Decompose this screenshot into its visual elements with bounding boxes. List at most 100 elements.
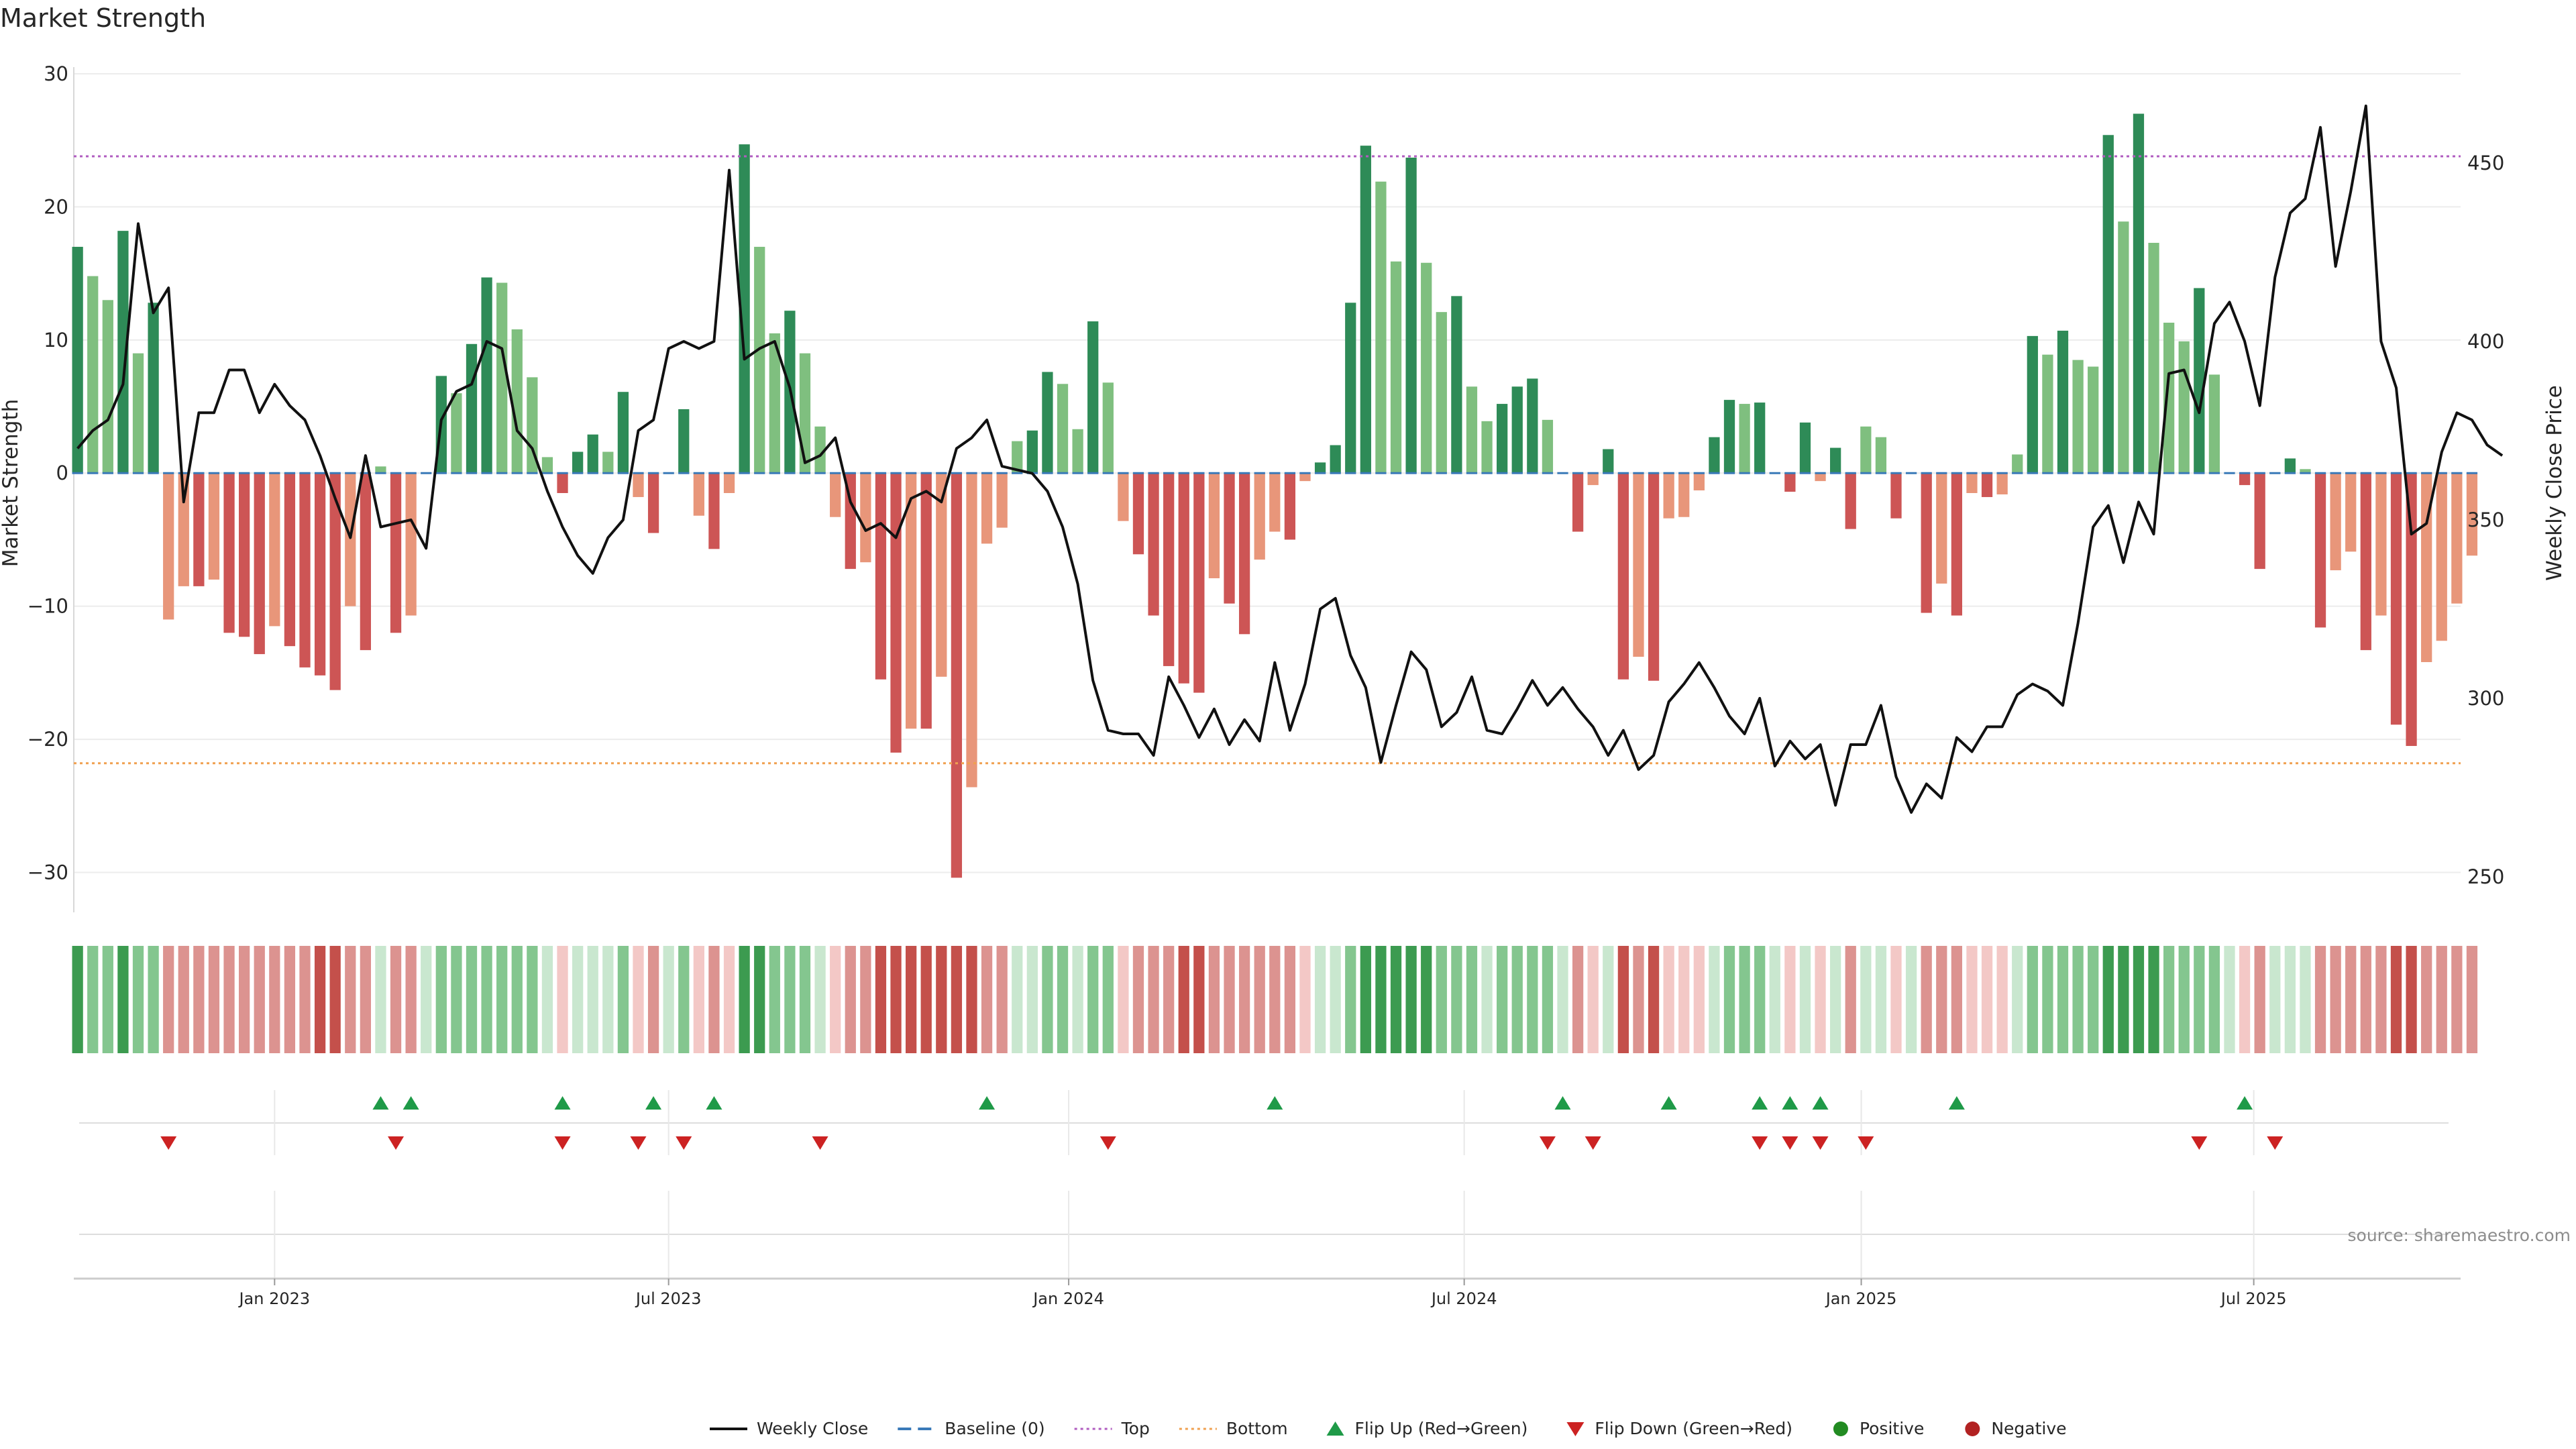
strength-bar <box>587 434 598 474</box>
heat-cell <box>2088 946 2099 1053</box>
strength-bar <box>117 231 129 474</box>
strength-bar <box>2406 473 2417 746</box>
strength-bar <box>284 473 296 647</box>
heat-cell <box>1163 946 1175 1053</box>
flip-down-marker <box>388 1136 405 1150</box>
heat-cell <box>830 946 841 1053</box>
strength-bar <box>693 473 704 516</box>
strength-bar <box>1572 473 1584 532</box>
heat-cell <box>1648 946 1660 1053</box>
strength-bar <box>329 473 341 690</box>
strength-bar <box>981 473 993 544</box>
strength-bar <box>1951 473 1962 616</box>
legend-swatch <box>1833 1421 1848 1436</box>
strength-bar <box>208 473 220 580</box>
y-tick-label: 10 <box>44 329 68 352</box>
heat-cell <box>2194 946 2205 1053</box>
strength-bar <box>1603 449 1614 474</box>
heat-cell <box>860 946 871 1053</box>
heat-cell <box>1224 946 1235 1053</box>
flip-down-marker <box>1539 1136 1556 1150</box>
heat-cell <box>345 946 356 1053</box>
heat-cell <box>2451 946 2463 1053</box>
strength-bar <box>996 473 1008 528</box>
strength-bar <box>1254 473 1265 560</box>
heat-cell <box>1617 946 1629 1053</box>
heat-cell <box>2300 946 2311 1053</box>
strength-bar <box>1936 473 1947 584</box>
strength-bar <box>541 457 553 474</box>
strength-bar <box>602 451 614 474</box>
heat-cell <box>223 946 235 1053</box>
heat-cell <box>102 946 113 1053</box>
strength-bar <box>647 473 659 533</box>
heat-cell <box>1314 946 1326 1053</box>
legend-item-baseline: Baseline (0) <box>898 1419 1045 1438</box>
strength-bar <box>708 473 720 549</box>
x-axis-ticks: Jan 2023 Jul 2023 Jan 2024 Jul 2024 Jan 2025… <box>237 1279 2286 1308</box>
strength-bar <box>1784 473 1796 492</box>
heat-cell <box>1921 946 1932 1053</box>
strength-bar <box>1966 473 1978 493</box>
x-tick-label: Jan 2023 <box>237 1289 310 1308</box>
strength-bar <box>314 473 326 676</box>
flip-down-marker <box>1585 1136 1601 1150</box>
heat-cell <box>87 946 99 1053</box>
flip-up-marker <box>402 1096 419 1110</box>
strength-bar <box>1042 372 1053 474</box>
legend-label: Negative <box>1991 1419 2066 1438</box>
heat-cell <box>269 946 280 1053</box>
strength-bar <box>1830 447 1841 474</box>
strength-bar <box>2436 473 2447 641</box>
strength-bar <box>799 353 811 474</box>
heat-cell <box>1345 946 1356 1053</box>
strength-bar <box>1466 386 1478 474</box>
heat-cell <box>1269 946 1281 1053</box>
strength-bar <box>875 473 887 680</box>
heat-cell <box>2284 946 2296 1053</box>
legend-item-bottom: Bottom <box>1179 1419 1288 1438</box>
strength-bar <box>1330 445 1341 474</box>
legend-label: Flip Up (Red→Green) <box>1355 1419 1528 1438</box>
heat-cell <box>1178 946 1189 1053</box>
strength-bar <box>1617 473 1629 680</box>
strength-bar <box>723 473 735 493</box>
heat-cell <box>1542 946 1554 1053</box>
heat-cell <box>1951 946 1962 1053</box>
heat-cell <box>2072 946 2084 1053</box>
heat-cell <box>1603 946 1614 1053</box>
strength-bar <box>1163 473 1175 666</box>
legend-label: Weekly Close <box>757 1419 868 1438</box>
flip-up-marker <box>1267 1096 1283 1110</box>
strength-bar <box>739 144 750 474</box>
heat-cell <box>375 946 386 1053</box>
strength-heat-strip <box>72 946 2478 1053</box>
strength-bar <box>1390 261 1402 474</box>
y2-tick-label: 450 <box>2467 152 2504 174</box>
heat-cell <box>1693 946 1705 1053</box>
y-tick-label: −10 <box>28 595 68 618</box>
strength-bar <box>1587 473 1599 486</box>
strength-bar <box>2375 473 2387 616</box>
flip-down-marker <box>1752 1136 1768 1150</box>
heat-cell <box>708 946 720 1053</box>
legend-label: Bottom <box>1226 1419 1288 1438</box>
flip-up-marker <box>2237 1096 2253 1110</box>
heat-cell <box>329 946 341 1053</box>
strength-bar <box>1087 321 1099 474</box>
heat-cell <box>1815 946 1826 1053</box>
strength-bar <box>1451 296 1462 474</box>
strength-bar <box>269 473 280 627</box>
strength-bar <box>845 473 856 570</box>
flip-down-marker <box>160 1136 177 1150</box>
flip-up-marker <box>1660 1096 1677 1110</box>
heat-cell <box>1830 946 1841 1053</box>
strength-bar <box>754 246 765 474</box>
heat-cell <box>2406 946 2417 1053</box>
x-tick-label: Jan 2025 <box>1825 1289 1897 1308</box>
heat-cell <box>360 946 371 1053</box>
strength-bar <box>299 473 311 667</box>
heat-cell <box>1936 946 1947 1053</box>
weekly-close-series <box>76 104 2504 814</box>
strength-bar <box>1421 262 1432 474</box>
